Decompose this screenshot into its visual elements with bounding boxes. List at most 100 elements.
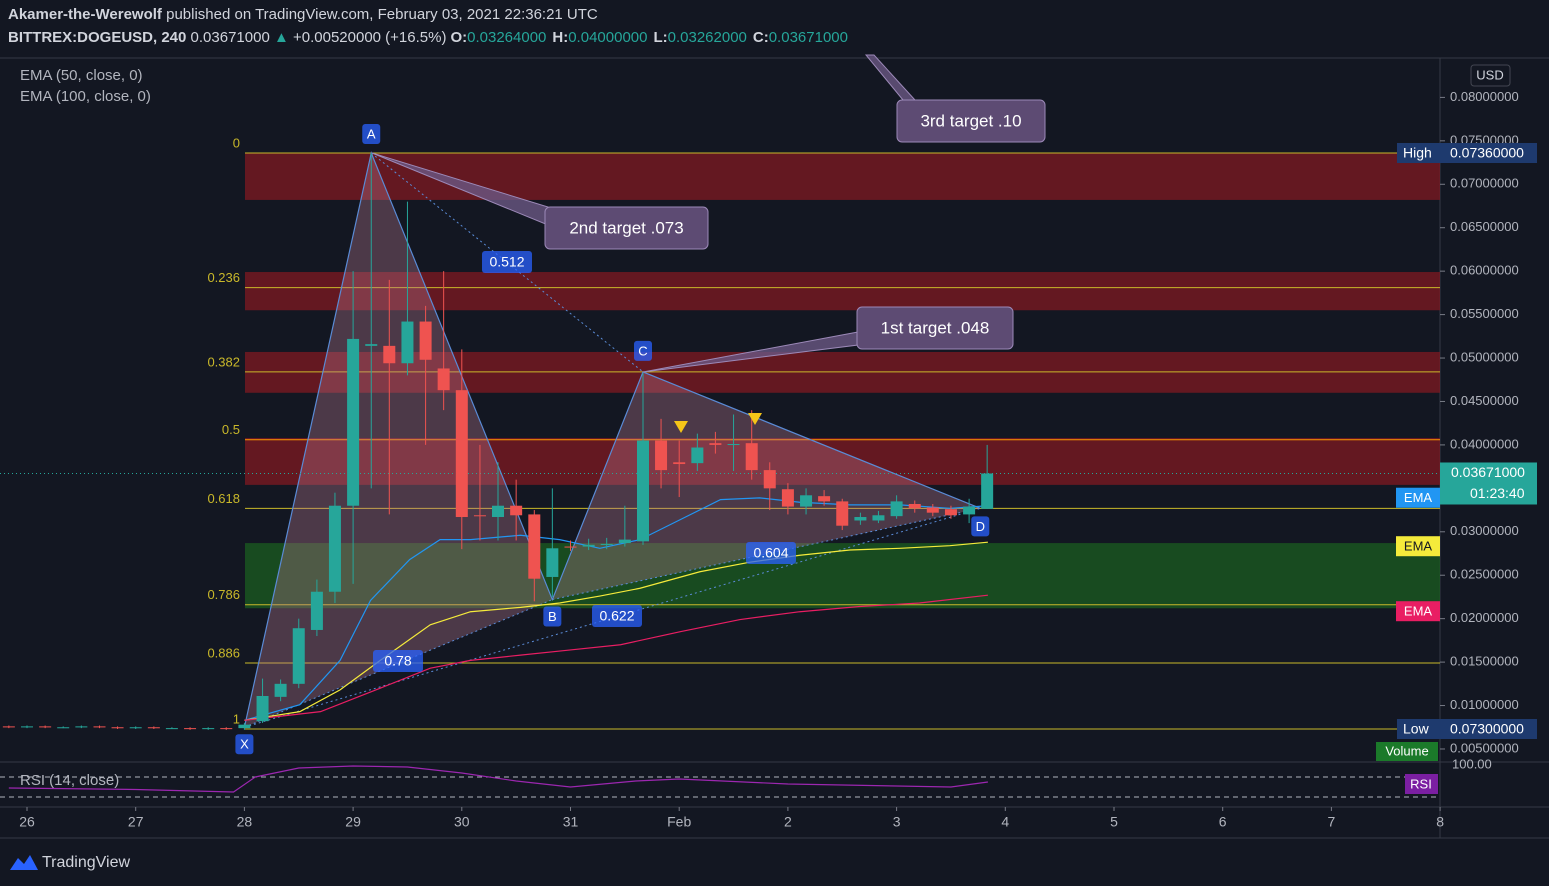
signal-marker [674, 421, 688, 433]
callout-text: 3rd target .10 [920, 111, 1021, 130]
price-axis-bg [1440, 58, 1549, 808]
candle-body [637, 440, 650, 542]
x-tick-label: 3 [893, 814, 901, 830]
candle-body [129, 727, 142, 729]
indicator-legend: EMA (50, close, 0) [20, 67, 143, 84]
candle-body [528, 514, 541, 579]
arrow: ▲ [273, 29, 289, 46]
ratio-label: 0.78 [384, 653, 411, 669]
fib-label: 0.382 [207, 354, 240, 369]
volume-tag: Volume [1385, 743, 1428, 758]
y-tick-label: 0.06000000 [1450, 263, 1519, 278]
y-tick-label: 0.01500000 [1450, 654, 1519, 669]
zone [245, 272, 1440, 311]
point-label: B [548, 609, 557, 624]
y-tick-label: 0.05500000 [1450, 306, 1519, 321]
rsi-line [8, 765, 988, 793]
callout-pointer [864, 54, 917, 101]
y-tick-label: 0.05000000 [1450, 349, 1519, 364]
last-price-bg [1440, 462, 1537, 505]
candle-body [147, 727, 160, 729]
candle-body [963, 506, 976, 515]
zone [245, 543, 1440, 609]
candle-body [655, 440, 668, 471]
volume-tag-bg [1376, 742, 1438, 761]
candle-body [184, 728, 197, 730]
last: 0.03671000 [190, 29, 270, 46]
point-label: X [240, 737, 249, 752]
ohlc-value: 0.03264000 [467, 29, 547, 46]
candle-body [944, 509, 957, 516]
signal-marker [748, 413, 762, 425]
ohlc-key: O: [450, 29, 468, 46]
x-tick-label: 28 [237, 814, 253, 830]
x-tick-label: 2 [784, 814, 792, 830]
ema-tag-bg [1396, 536, 1440, 557]
point-label-bg [634, 340, 653, 361]
ratio-bg [592, 605, 642, 627]
point-label-bg [235, 734, 254, 755]
fib-label: 0 [233, 135, 240, 150]
callout-text: 1st target .048 [881, 318, 990, 337]
candle-body [21, 726, 33, 728]
point-label-bg [971, 516, 990, 537]
x-tick-label: 31 [563, 814, 579, 830]
candle-body [745, 443, 758, 471]
ohlc-key: L: [653, 29, 668, 46]
currency-box [1470, 64, 1511, 87]
point-label: A [367, 126, 376, 141]
candle-body [600, 543, 613, 545]
candle-body [908, 503, 921, 509]
x-tick-label: 6 [1219, 814, 1227, 830]
brand: TradingView [42, 854, 130, 871]
publish-line: Akamer-the-Werewolf published on Trading… [8, 6, 598, 23]
y-tick-label: 0.04500000 [1450, 393, 1519, 408]
price-tag-name: Low [1403, 721, 1430, 737]
zone [245, 153, 1440, 200]
candle-body [57, 727, 70, 729]
pattern-dotted [370, 152, 644, 373]
candle-body [383, 345, 396, 364]
x-tick-label: 8 [1436, 814, 1444, 830]
candle-body [93, 726, 106, 728]
point-label: D [976, 519, 985, 534]
candle-body [546, 548, 559, 577]
x-tick-label: 30 [454, 814, 470, 830]
ema-tag: EMA [1404, 539, 1433, 554]
x-tick-label: 5 [1110, 814, 1118, 830]
point-label-bg [543, 606, 562, 627]
candle-body [365, 344, 378, 346]
x-tick-label: 27 [128, 814, 144, 830]
ema-line [244, 594, 988, 721]
candle-body [111, 727, 124, 729]
candle-body [618, 539, 631, 544]
ema-line [244, 541, 988, 721]
brand-logo [10, 855, 38, 870]
candle-body [691, 447, 704, 464]
ema-tag: EMA [1404, 604, 1433, 619]
candle-body [310, 591, 323, 630]
x-tick-label: 29 [345, 814, 361, 830]
candle-body [491, 505, 504, 518]
price-tag-name: High [1403, 145, 1432, 161]
candle-body [437, 368, 450, 391]
candle-body [564, 546, 577, 548]
candle-body [800, 495, 813, 507]
ratio-label: 0.622 [599, 608, 634, 624]
y-tick-label: 0.07000000 [1450, 176, 1519, 191]
candle-body [763, 470, 776, 489]
candle-body [709, 443, 722, 445]
point-label: C [638, 343, 647, 358]
candle-body [890, 501, 903, 517]
fib-label: 0.5 [222, 422, 240, 437]
fib-label: 0.886 [207, 645, 240, 660]
candle-body [75, 726, 88, 728]
y-tick-label: 0.04000000 [1450, 436, 1519, 451]
candle-body [274, 683, 287, 697]
ema-tag-bg [1396, 601, 1440, 622]
price-tag-value: 0.07300000 [1450, 721, 1524, 737]
candle-body [39, 726, 52, 728]
ratio-label: 0.604 [753, 545, 788, 561]
candle-body [401, 321, 414, 364]
